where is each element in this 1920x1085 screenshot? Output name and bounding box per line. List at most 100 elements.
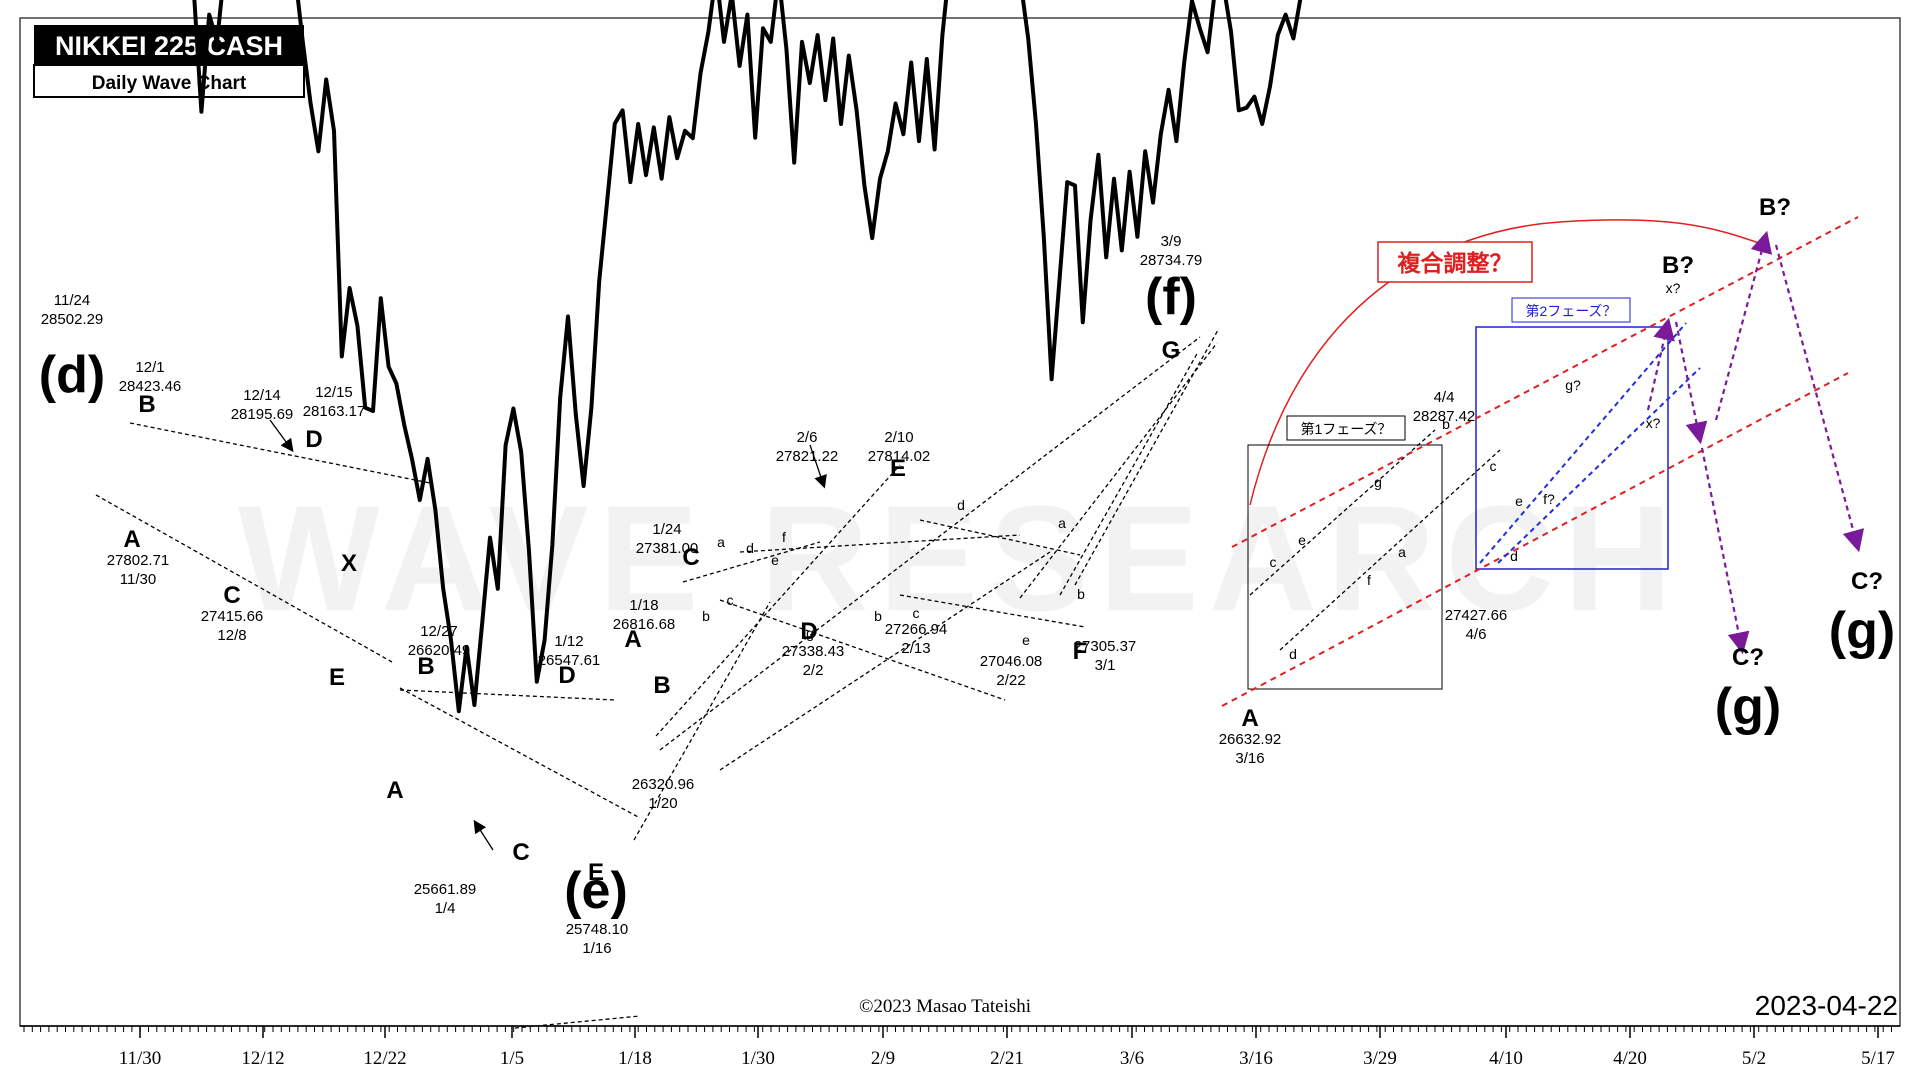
price-annotation-value: 26620.49 (408, 642, 471, 659)
price-annotation-date: 1/4 (435, 900, 456, 917)
wave-label-upper: B (653, 672, 670, 699)
projection-arrow (1714, 230, 1773, 421)
x-tick-label: 1/30 (741, 1048, 775, 1069)
x-tick-label: 3/29 (1363, 1048, 1397, 1069)
title-box (34, 25, 304, 65)
trendline (399, 687, 641, 819)
wave-label-lower: g (1374, 474, 1382, 490)
subtitle-box (33, 64, 305, 98)
channel-line-blue (1497, 367, 1701, 564)
price-annotation-date: 2/10 (884, 429, 913, 446)
price-annotation-value: 27427.66 (1445, 607, 1508, 624)
wave-label-lower: e (1298, 532, 1306, 548)
price-annotation-date: 3/16 (1235, 750, 1264, 767)
projection-arrows (269, 230, 1865, 851)
pointer-arrow (473, 819, 494, 851)
wave-label-upper: D (305, 426, 322, 453)
x-tick-label: 3/16 (1239, 1048, 1273, 1069)
trendline (919, 519, 1081, 556)
price-annotation-date: 1/18 (629, 597, 658, 614)
wave-label-upper: C? (1851, 568, 1883, 595)
trendline (899, 594, 1086, 628)
trendline (682, 541, 821, 583)
phase2-box (1475, 326, 1669, 570)
trendline (633, 601, 771, 841)
wave-label-major: (g) (1715, 678, 1781, 736)
wave-label-upper: D (800, 618, 817, 645)
wave-label-lower: a (1058, 515, 1066, 531)
phase1-box (1247, 444, 1443, 690)
wave-label-upper: A (624, 626, 641, 653)
price-annotation-value: 28195.69 (231, 406, 294, 423)
trendline (399, 689, 616, 701)
chart-title: NIKKEI 225 CASH (55, 31, 283, 61)
x-tick-label: 4/20 (1613, 1048, 1647, 1069)
wave-label-lower: g? (1565, 377, 1581, 393)
price-annotation-value: 27821.22 (776, 448, 839, 465)
trendline (1019, 342, 1218, 599)
wave-label-lower: b (874, 608, 882, 624)
wave-label-upper: A (1241, 705, 1258, 732)
price-annotation-date: 12/27 (420, 623, 458, 640)
x-tick-label: 2/21 (990, 1048, 1024, 1069)
phase1-label-box (1286, 415, 1406, 441)
chart-date: 2023-04-22 (1755, 990, 1898, 1021)
projection-arrow (1700, 447, 1750, 655)
x-tick-label: 2/9 (871, 1048, 895, 1069)
price-annotation-date: 2/6 (797, 429, 818, 446)
channel-line-red (1221, 372, 1849, 707)
wave-label-upper: A (386, 777, 403, 804)
price-annotation-value: 28423.46 (119, 378, 182, 395)
wave-label-lower: b (702, 608, 710, 624)
channel-line-blue (1479, 322, 1687, 564)
wave-label-lower: d (1510, 548, 1518, 564)
channel-line-red (1231, 216, 1859, 548)
price-annotation-value: 26632.92 (1219, 731, 1282, 748)
wave-label-major: (f) (1145, 268, 1197, 326)
price-annotation-value: 27381.00 (636, 540, 699, 557)
wave-label-upper: X (341, 550, 357, 577)
trendline (1249, 429, 1436, 596)
wave-label-lower: e (1515, 493, 1523, 509)
wave-label-upper: B (417, 653, 434, 680)
wave-label-lower: e (771, 552, 779, 568)
chart-subtitle: Daily Wave Chart (92, 73, 247, 94)
price-annotation-value: 27338.43 (782, 643, 845, 660)
trendline (655, 464, 901, 737)
price-annotation-date: 3/9 (1161, 233, 1182, 250)
phase2-label-box (1511, 297, 1631, 323)
copyright: ©2023 Masao Tateishi (859, 996, 1031, 1017)
wave-label-lower: f? (1543, 491, 1555, 507)
wave-label-lower: d (1289, 646, 1297, 662)
trendline (719, 551, 1051, 771)
x-tick-label: 1/5 (500, 1048, 524, 1069)
wave-label-lower: x? (1666, 280, 1681, 296)
price-annotation-date: 1/12 (554, 633, 583, 650)
projection-arrow (1674, 321, 1708, 445)
wave-labels: 11/24 28502.29 12/1 28423.46 12/14 28195.69 12… (39, 194, 1895, 957)
wave-label-lower: c (1270, 554, 1277, 570)
price-annotation-date: 4/6 (1466, 626, 1487, 643)
price-annotation-date: 1/20 (648, 795, 677, 812)
x-tick-label: 4/10 (1489, 1048, 1523, 1069)
wave-label-lower: x? (1646, 415, 1661, 431)
wave-label-lower: g (806, 625, 814, 641)
trendline (95, 494, 393, 663)
price-annotation-value: 27046.08 (980, 653, 1043, 670)
x-tick-label: 1/18 (618, 1048, 652, 1069)
pointer-arrow (809, 444, 827, 489)
x-axis: 11/30 12/12 12/22 1/5 1/18 1/30 2/9 2/21 3/6 3/16… (20, 1025, 1900, 1069)
wave-label-lower: c (913, 605, 920, 621)
trendline (719, 599, 1006, 701)
trendline (1279, 449, 1501, 651)
wave-label-major: (d) (39, 346, 105, 404)
wave-label-upper: G (1162, 337, 1181, 364)
price-annotation-value: 26320.96 (632, 776, 695, 793)
x-tick-label: 12/12 (241, 1048, 284, 1069)
price-annotation-date: 11/24 (54, 292, 90, 309)
wave-label-upper: E (329, 664, 345, 691)
wave-label-upper: E (588, 859, 604, 886)
pointer-arrow (269, 419, 294, 453)
price-annotation-date: 12/8 (217, 627, 246, 644)
